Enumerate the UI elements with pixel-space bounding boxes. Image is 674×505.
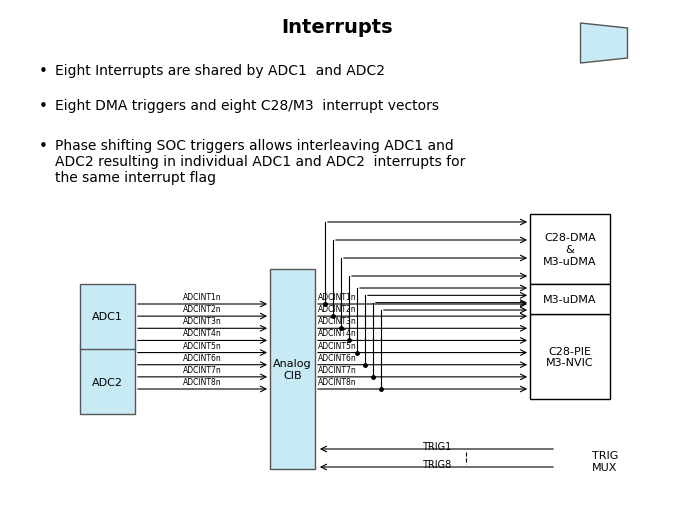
FancyBboxPatch shape xyxy=(530,315,610,399)
Text: ADCINT6n: ADCINT6n xyxy=(183,353,222,362)
Polygon shape xyxy=(580,24,627,64)
Text: ADCINT2n: ADCINT2n xyxy=(318,305,357,314)
Text: C28-PIE
M3-NVIC: C28-PIE M3-NVIC xyxy=(546,346,594,368)
Text: •: • xyxy=(38,64,47,79)
Text: ADCINT8n: ADCINT8n xyxy=(318,377,357,386)
Text: ADCINT4n: ADCINT4n xyxy=(318,329,357,338)
Text: C28-DMA
&
M3-uDMA: C28-DMA & M3-uDMA xyxy=(543,233,596,266)
FancyBboxPatch shape xyxy=(80,284,135,414)
Text: ADCINT7n: ADCINT7n xyxy=(183,365,222,374)
Text: Phase shifting SOC triggers allows interleaving ADC1 and
ADC2 resulting in indiv: Phase shifting SOC triggers allows inter… xyxy=(55,139,465,185)
Text: ADCINT4n: ADCINT4n xyxy=(183,329,222,338)
Text: ADC2: ADC2 xyxy=(92,377,123,387)
Text: ADCINT5n: ADCINT5n xyxy=(318,341,357,350)
FancyBboxPatch shape xyxy=(530,284,610,315)
Text: TRIG
MUX: TRIG MUX xyxy=(592,450,618,472)
FancyBboxPatch shape xyxy=(530,215,610,284)
Text: ADCINT6n: ADCINT6n xyxy=(318,353,357,362)
Text: ADCINT1n: ADCINT1n xyxy=(183,292,222,301)
Text: Interrupts: Interrupts xyxy=(281,18,393,37)
Text: M3-uDMA: M3-uDMA xyxy=(543,294,596,305)
Text: ADC1: ADC1 xyxy=(92,312,123,322)
Text: ADCINT2n: ADCINT2n xyxy=(183,305,222,314)
Text: ADCINT3n: ADCINT3n xyxy=(318,317,357,326)
Text: ADCINT5n: ADCINT5n xyxy=(183,341,222,350)
Text: •: • xyxy=(38,139,47,154)
Text: ADCINT1n: ADCINT1n xyxy=(318,292,357,301)
FancyBboxPatch shape xyxy=(270,270,315,469)
Text: Analog
CIB: Analog CIB xyxy=(273,359,312,380)
Text: ADCINT7n: ADCINT7n xyxy=(318,365,357,374)
Text: Eight Interrupts are shared by ADC1  and ADC2: Eight Interrupts are shared by ADC1 and … xyxy=(55,64,385,78)
Text: •: • xyxy=(38,99,47,114)
Text: TRIG1: TRIG1 xyxy=(422,441,451,451)
Text: ADCINT8n: ADCINT8n xyxy=(183,377,222,386)
Text: ADCINT3n: ADCINT3n xyxy=(183,317,222,326)
Text: TRIG8: TRIG8 xyxy=(422,459,451,469)
Text: Eight DMA triggers and eight C28/M3  interrupt vectors: Eight DMA triggers and eight C28/M3 inte… xyxy=(55,99,439,113)
